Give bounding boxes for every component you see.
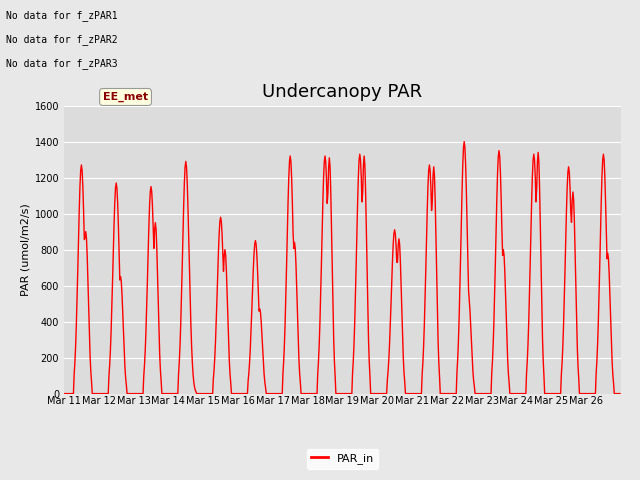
- Text: No data for f_zPAR1: No data for f_zPAR1: [6, 10, 118, 21]
- Text: No data for f_zPAR3: No data for f_zPAR3: [6, 58, 118, 69]
- Legend: PAR_in: PAR_in: [307, 449, 378, 468]
- Text: EE_met: EE_met: [103, 92, 148, 102]
- Title: Undercanopy PAR: Undercanopy PAR: [262, 83, 422, 101]
- Y-axis label: PAR (umol/m2/s): PAR (umol/m2/s): [20, 203, 30, 296]
- Text: No data for f_zPAR2: No data for f_zPAR2: [6, 34, 118, 45]
